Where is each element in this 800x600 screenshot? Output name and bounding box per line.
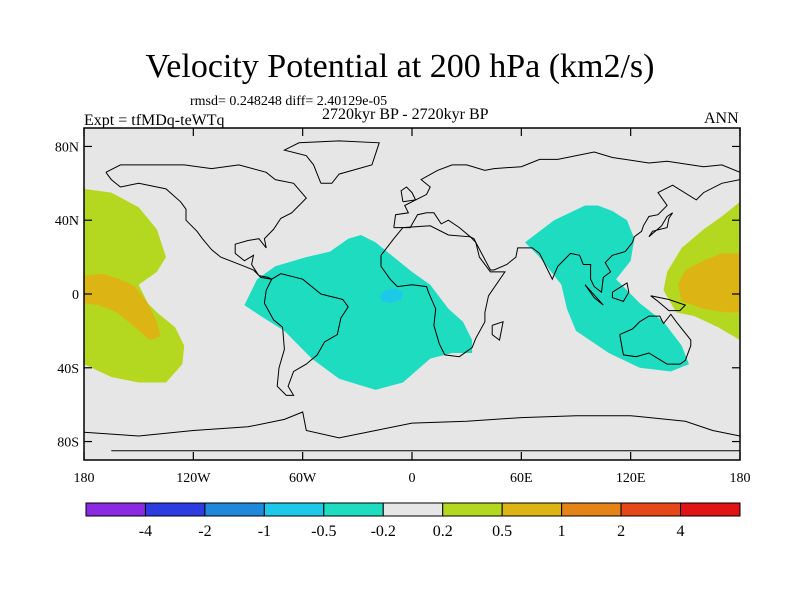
colorbar-swatch [501,502,563,517]
coastlines [84,140,740,452]
colorbar-swatch [680,502,741,517]
region-pacific-west-core [84,273,161,341]
colorbar-swatch [85,502,146,517]
y-tick-label: 80N [55,140,79,155]
coastline [491,320,504,341]
coastline [393,151,740,294]
colorbar-swatch [561,502,622,517]
coastline [380,225,506,358]
coastline [282,140,380,184]
colorbar-label: 4 [677,523,685,540]
colorbar-label: -4 [139,523,152,540]
coastline [400,186,417,203]
colorbar-swatch [442,502,503,517]
x-tick-label: 60W [289,471,317,486]
region-atlantic-core-negative [379,288,403,304]
colorbar-label: -2 [198,523,211,540]
coastline [84,411,740,439]
chart-title: Velocity Potential at 200 hPa (km2/s) [145,48,655,85]
x-tick-label: 180 [74,471,95,486]
colorbar-label: 2 [617,523,625,540]
coastline [611,282,630,303]
colorbar-label: -1 [258,523,271,540]
x-tick-label: 180 [730,471,751,486]
colorbar-label: 0.2 [433,523,453,540]
colorbar-label: 1 [558,523,566,540]
y-tick-label: 80S [57,436,79,451]
region-indian-ocean-negative [525,205,689,372]
x-tick-label: 120E [616,471,646,486]
colorbar-swatch [144,502,206,517]
y-tick-label: 0 [72,288,79,303]
colorbar-swatch [323,502,384,517]
x-tick-label: 60E [510,471,533,486]
coastline [584,284,604,306]
rmsd-diff-stats: rmsd= 0.248248 diff= 2.40129e-05 [190,94,388,109]
experiment-label: Expt = tfMDq-teWTq [84,112,225,129]
coastline [105,164,349,396]
colorbar-label: 0.5 [492,523,512,540]
y-tick-label: 40N [55,214,79,229]
region-pacific-east-core [678,253,740,313]
coastline [650,295,687,312]
colorbar-label: -0.2 [371,523,396,540]
period-label: 2720kyr BP - 2720kyr BP [322,106,489,123]
colorbar-label: -0.5 [311,523,336,540]
coastline [648,212,674,238]
season-label: ANN [704,110,739,127]
x-tick-label: 120W [176,471,211,486]
x-tick-label: 0 [409,471,416,486]
region-atlantic-africa-negative [244,235,473,390]
colorbar-swatch [204,502,265,517]
contour-regions [84,188,740,390]
colorbar-swatch [620,502,682,517]
y-tick-label: 40S [57,362,79,377]
coastline [619,313,692,365]
colorbar-swatch [382,502,444,517]
colorbar-swatch [263,502,325,517]
